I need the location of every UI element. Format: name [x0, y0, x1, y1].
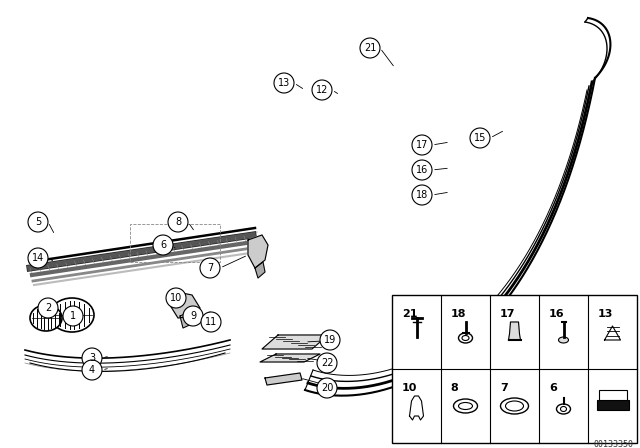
- Ellipse shape: [30, 305, 62, 331]
- Circle shape: [312, 80, 332, 100]
- Circle shape: [412, 160, 432, 180]
- Text: 9: 9: [190, 311, 196, 321]
- Text: 10: 10: [170, 293, 182, 303]
- Ellipse shape: [559, 337, 568, 343]
- Ellipse shape: [557, 404, 570, 414]
- Polygon shape: [260, 354, 320, 362]
- Ellipse shape: [462, 336, 469, 340]
- Circle shape: [28, 212, 48, 232]
- Polygon shape: [202, 312, 212, 328]
- Polygon shape: [168, 293, 200, 318]
- Circle shape: [38, 298, 58, 318]
- Polygon shape: [255, 262, 265, 278]
- Circle shape: [360, 38, 380, 58]
- Text: 2: 2: [45, 303, 51, 313]
- Text: 18: 18: [416, 190, 428, 200]
- Polygon shape: [509, 322, 520, 340]
- Text: 16: 16: [416, 165, 428, 175]
- Bar: [598, 390, 627, 400]
- Text: 13: 13: [598, 309, 613, 319]
- Circle shape: [274, 73, 294, 93]
- Text: 5: 5: [35, 217, 41, 227]
- Text: 17: 17: [500, 309, 515, 319]
- Text: 22: 22: [321, 358, 333, 368]
- Text: 8: 8: [175, 217, 181, 227]
- Circle shape: [28, 248, 48, 268]
- Polygon shape: [180, 310, 196, 328]
- Circle shape: [63, 306, 83, 326]
- Text: 11: 11: [205, 317, 217, 327]
- Circle shape: [317, 378, 337, 398]
- Bar: [130, 224, 220, 262]
- Circle shape: [317, 353, 337, 373]
- Polygon shape: [248, 235, 268, 268]
- Bar: [596, 400, 628, 410]
- Bar: [392, 295, 637, 443]
- Text: 17: 17: [416, 140, 428, 150]
- Circle shape: [200, 258, 220, 278]
- Circle shape: [412, 135, 432, 155]
- Text: 13: 13: [278, 78, 290, 88]
- Text: 8: 8: [451, 383, 458, 393]
- Text: 1: 1: [70, 311, 76, 321]
- Circle shape: [166, 288, 186, 308]
- Text: 00133350: 00133350: [594, 440, 634, 448]
- Circle shape: [153, 235, 173, 255]
- Text: 7: 7: [500, 383, 508, 393]
- Ellipse shape: [561, 406, 566, 412]
- Circle shape: [82, 360, 102, 380]
- Ellipse shape: [458, 402, 472, 409]
- Circle shape: [201, 312, 221, 332]
- Text: 15: 15: [474, 133, 486, 143]
- Text: 20: 20: [321, 383, 333, 393]
- Text: 18: 18: [451, 309, 467, 319]
- Text: 4: 4: [89, 365, 95, 375]
- Polygon shape: [262, 335, 328, 349]
- Text: 21: 21: [402, 309, 417, 319]
- Ellipse shape: [454, 399, 477, 413]
- Ellipse shape: [500, 398, 529, 414]
- Circle shape: [183, 306, 203, 326]
- Circle shape: [320, 330, 340, 350]
- Text: 21: 21: [364, 43, 376, 53]
- Circle shape: [412, 185, 432, 205]
- Text: 16: 16: [548, 309, 564, 319]
- Ellipse shape: [50, 298, 94, 332]
- Circle shape: [168, 212, 188, 232]
- Text: 10: 10: [402, 383, 417, 393]
- Text: 6: 6: [548, 383, 557, 393]
- Polygon shape: [265, 373, 302, 385]
- Text: 14: 14: [32, 253, 44, 263]
- Circle shape: [82, 348, 102, 368]
- Circle shape: [470, 128, 490, 148]
- Text: 7: 7: [207, 263, 213, 273]
- Ellipse shape: [458, 333, 472, 343]
- Ellipse shape: [506, 401, 524, 411]
- Text: 19: 19: [324, 335, 336, 345]
- Text: 6: 6: [160, 240, 166, 250]
- Text: 12: 12: [316, 85, 328, 95]
- Text: 3: 3: [89, 353, 95, 363]
